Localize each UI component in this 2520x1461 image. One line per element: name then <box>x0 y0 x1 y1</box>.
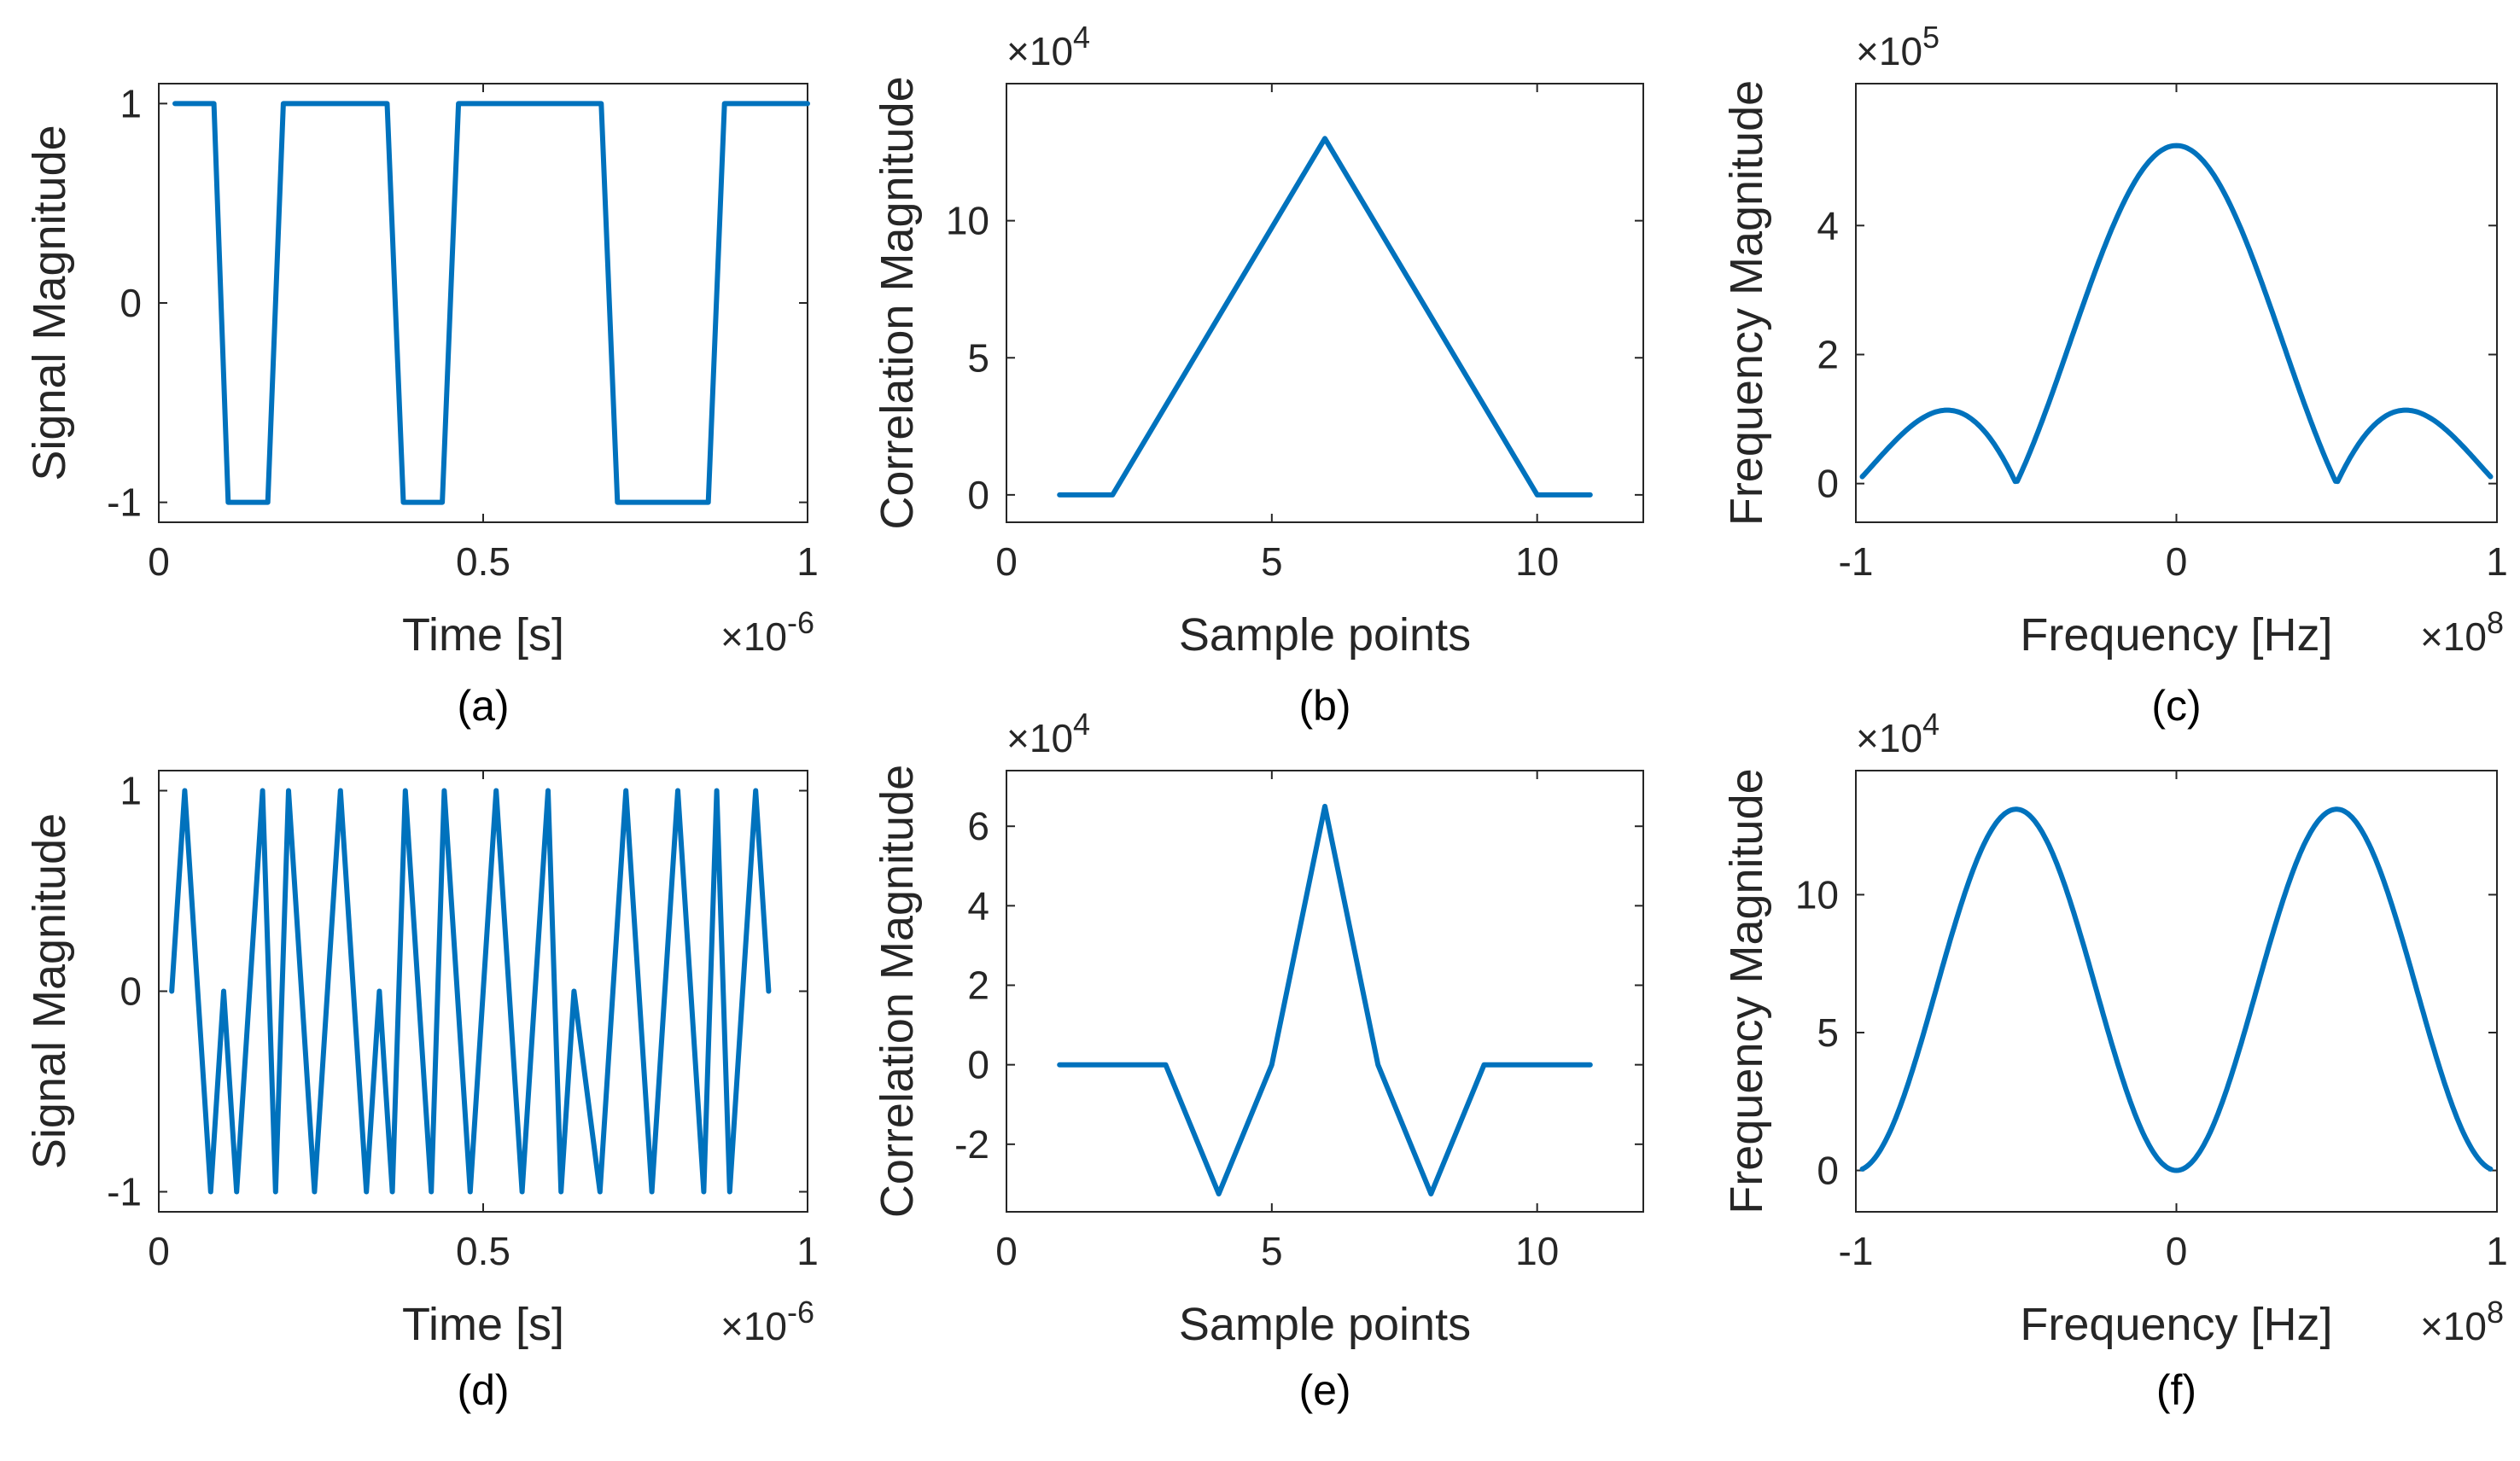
x-tick-label: 5 <box>1261 1229 1283 1273</box>
y-axis-label: Signal Magnitude <box>24 813 75 1169</box>
x-tick-label: 1 <box>796 539 819 584</box>
y-tick-label: -1 <box>107 480 142 525</box>
axes-frame <box>1006 83 1644 523</box>
x-tick-label: 0 <box>2166 539 2188 584</box>
series-line-correlation <box>1057 803 1593 1196</box>
y-tick-label: 0 <box>967 473 989 517</box>
y-axis-multiplier: ×104 <box>1856 707 1940 760</box>
axes-frame <box>1855 770 2498 1213</box>
y-axis-label: Correlation Magnitude <box>872 765 923 1218</box>
x-axis-multiplier: ×10-6 <box>720 605 814 659</box>
y-tick-label: -2 <box>954 1122 989 1167</box>
y-tick-label: 4 <box>967 883 989 928</box>
y-tick-label: 0 <box>1817 462 1839 506</box>
y-tick-label: 0 <box>120 969 142 1014</box>
x-tick-label: 0 <box>148 1229 170 1273</box>
chart-b: 0 5 10 0 5 10 Sample points Correlation Magnitu… <box>872 20 1644 730</box>
x-axis-multiplier: ×108 <box>2420 1295 2504 1348</box>
panel-caption: (a) <box>457 682 509 730</box>
x-axis-label: Frequency [Hz] <box>2020 1299 2332 1350</box>
y-tick-label: 0 <box>967 1043 989 1087</box>
x-tick-label: -1 <box>1839 539 1874 584</box>
chart-e: 0 5 10 -2 0 2 4 6 Sample points Correlation Magni… <box>872 707 1644 1414</box>
x-tick-label: 0 <box>2166 1229 2188 1273</box>
x-tick-label: 10 <box>1515 1229 1559 1273</box>
y-tick-label: 2 <box>967 963 989 1008</box>
x-tick-label: 0 <box>995 1229 1018 1273</box>
x-tick-label: 0.5 <box>456 539 510 584</box>
y-axis-label: Frequency Magnitude <box>1721 80 1772 526</box>
y-tick-label: 10 <box>1795 872 1839 917</box>
x-tick-label: 0.5 <box>456 1229 510 1273</box>
x-tick-label: 0 <box>995 539 1018 584</box>
panel-caption: (d) <box>457 1366 509 1414</box>
x-tick-label: 5 <box>1261 539 1283 584</box>
y-axis-multiplier: ×104 <box>1006 20 1090 73</box>
x-tick-label: 10 <box>1515 539 1559 584</box>
y-axis-label: Correlation Magnitude <box>872 76 923 529</box>
axes-frame <box>1006 770 1644 1213</box>
series-line-correlation <box>1057 136 1593 498</box>
y-axis-multiplier: ×105 <box>1856 20 1940 73</box>
x-axis-label: Sample points <box>1179 1299 1471 1350</box>
x-tick-label: 1 <box>2486 1229 2508 1273</box>
y-tick-label: 10 <box>946 199 989 243</box>
y-axis-label: Signal Magnitude <box>24 125 75 480</box>
x-axis-label: Sample points <box>1179 609 1471 661</box>
y-tick-label: 2 <box>1817 332 1839 376</box>
x-axis-label: Time [s] <box>402 609 564 661</box>
y-tick-label: 1 <box>120 769 142 813</box>
panel-caption: (c) <box>2151 682 2201 730</box>
x-axis-label: Frequency [Hz] <box>2020 609 2332 661</box>
x-axis-multiplier: ×108 <box>2420 605 2504 659</box>
series-line-spectrum <box>1859 143 2494 485</box>
x-axis-multiplier: ×10-6 <box>720 1295 814 1348</box>
series-line-signal <box>172 101 810 505</box>
y-tick-label: 0 <box>120 281 142 325</box>
y-axis-label: Frequency Magnitude <box>1721 768 1772 1214</box>
series-line-spectrum <box>1859 806 2494 1173</box>
y-tick-label: 5 <box>1817 1010 1839 1055</box>
y-axis-multiplier: ×104 <box>1006 707 1090 760</box>
panel-caption: (e) <box>1298 1366 1350 1414</box>
x-tick-label: 1 <box>796 1229 819 1273</box>
y-tick-label: 1 <box>120 81 142 125</box>
y-tick-label: 5 <box>967 335 989 380</box>
y-tick-label: 4 <box>1817 203 1839 247</box>
panel-caption: (b) <box>1298 682 1350 730</box>
x-tick-label: 0 <box>148 539 170 584</box>
x-tick-label: 1 <box>2486 539 2508 584</box>
series-line-signal <box>169 788 772 1195</box>
y-tick-label: -1 <box>107 1170 142 1214</box>
y-tick-label: 0 <box>1817 1149 1839 1193</box>
axes-frame <box>1855 83 2498 523</box>
x-axis-label: Time [s] <box>402 1299 564 1350</box>
x-tick-label: -1 <box>1839 1229 1874 1273</box>
panel-caption: (f) <box>2156 1366 2196 1414</box>
y-tick-label: 6 <box>967 804 989 848</box>
